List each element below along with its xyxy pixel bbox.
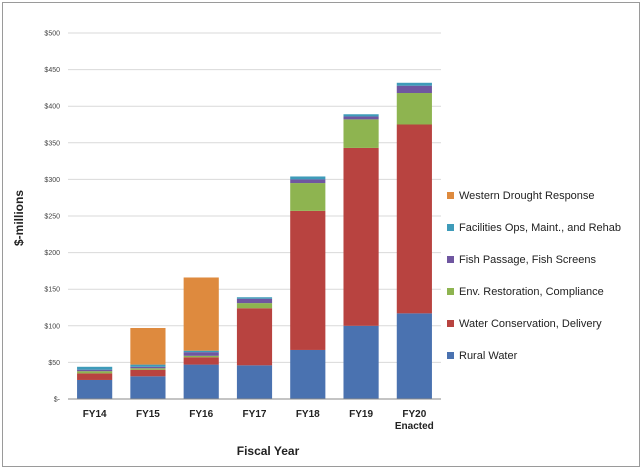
- bar-segment: [183, 357, 219, 365]
- legend-label: Water Conservation, Delivery: [459, 318, 602, 330]
- bar-segment: [130, 368, 166, 370]
- bar-segment: [77, 366, 113, 370]
- bar-segment: [236, 297, 273, 299]
- x-tick-label: FY15: [136, 409, 160, 420]
- x-tick-label: FY17: [243, 409, 267, 420]
- bar-segment: [183, 364, 219, 399]
- bar-segment: [183, 277, 219, 351]
- x-tick-label: FY18: [296, 409, 320, 420]
- bars: [77, 82, 432, 399]
- legend-label: Facilities Ops, Maint., and Rehab: [459, 222, 621, 234]
- bar-segment: [130, 369, 166, 377]
- legend-label: Rural Water: [459, 350, 518, 362]
- x-tick-label: FY16: [189, 409, 213, 420]
- y-axis-ticks: $- $50 $100 $150 $200 $250 $300 $350 $400 $450 $50…: [44, 31, 60, 404]
- x-axis-title: Fiscal Year: [237, 444, 300, 458]
- bar-segment: [343, 116, 379, 120]
- legend-label: Western Drought Response: [459, 190, 595, 202]
- bar-segment: [183, 355, 219, 358]
- bar-segment: [236, 308, 273, 366]
- y-tick-label: $150: [44, 287, 60, 294]
- bar-segment: [290, 349, 326, 399]
- bar-segment: [396, 313, 432, 399]
- legend: Western Drought Response Facilities Ops, …: [447, 190, 621, 362]
- bar-segment: [236, 303, 273, 309]
- bar-segment: [236, 298, 273, 304]
- bar-segment: [343, 114, 379, 117]
- bar-segment: [343, 147, 379, 326]
- y-tick-label: $500: [44, 31, 60, 38]
- bar-segment: [290, 176, 326, 180]
- chart-frame: $- $50 $100 $150 $200 $250 $300 $350 $400 $450 $50…: [2, 2, 640, 467]
- bar-segment: [183, 350, 219, 353]
- legend-swatch: [447, 352, 454, 359]
- bar-segment: [290, 183, 326, 211]
- bar-segment: [343, 119, 379, 148]
- bar-segment: [396, 124, 432, 314]
- y-tick-label: $50: [48, 360, 60, 367]
- y-axis-title: $-millions: [12, 190, 26, 246]
- bar-segment: [396, 82, 432, 86]
- y-tick-label: $100: [44, 323, 60, 330]
- bar-segment: [290, 179, 326, 184]
- stacked-bar-chart: $- $50 $100 $150 $200 $250 $300 $350 $400 $450 $50…: [12, 31, 621, 459]
- x-tick-label: FY14: [83, 409, 107, 420]
- y-tick-label: $400: [44, 104, 60, 111]
- legend-swatch: [447, 224, 454, 231]
- bar-segment: [130, 364, 166, 367]
- legend-swatch: [447, 192, 454, 199]
- bar-segment: [130, 366, 166, 369]
- y-tick-label: $200: [44, 250, 60, 257]
- legend-swatch: [447, 256, 454, 263]
- gridlines: [68, 32, 441, 363]
- bar-segment: [77, 373, 113, 380]
- legend-label: Env. Restoration, Compliance: [459, 286, 604, 298]
- bar-segment: [77, 379, 113, 399]
- legend-label: Fish Passage, Fish Screens: [459, 254, 596, 266]
- x-tick-label: FY19: [349, 409, 373, 420]
- bar-segment: [77, 371, 113, 374]
- bar-segment: [130, 327, 166, 365]
- y-tick-label: $450: [44, 67, 60, 74]
- legend-swatch: [447, 320, 454, 327]
- x-tick-label: FY20: [402, 409, 426, 420]
- bar-segment: [77, 369, 113, 372]
- bar-segment: [130, 376, 166, 399]
- legend-swatch: [447, 288, 454, 295]
- bar-segment: [396, 85, 432, 94]
- bar-segment: [396, 93, 432, 125]
- bar-segment: [290, 210, 326, 350]
- y-tick-label: $300: [44, 177, 60, 184]
- y-tick-label: $350: [44, 140, 60, 147]
- y-tick-label: $250: [44, 214, 60, 221]
- y-tick-label: $-: [54, 397, 61, 404]
- bar-segment: [236, 365, 273, 399]
- bar-segment: [183, 352, 219, 356]
- x-tick-label: Enacted: [395, 421, 434, 432]
- bar-segment: [343, 325, 379, 399]
